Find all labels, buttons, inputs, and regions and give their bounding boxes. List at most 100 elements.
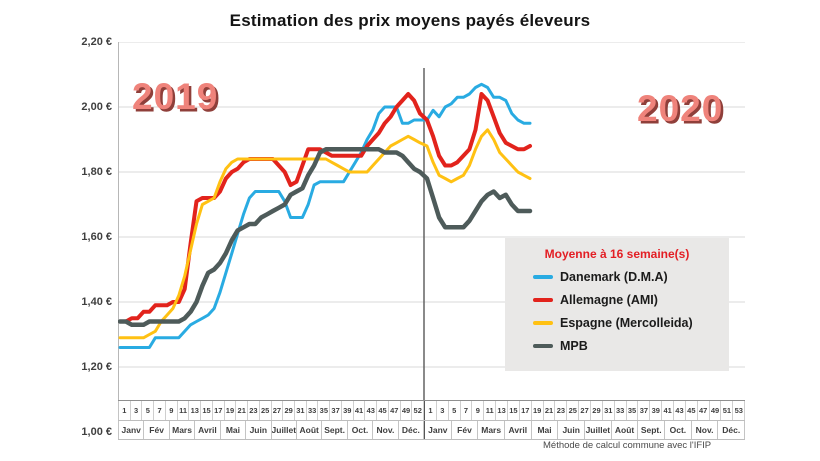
week-label: 1 — [119, 401, 131, 420]
week-label: 11 — [484, 401, 497, 420]
legend: Moyenne à 16 semaine(s) Danemark (D.M.A)… — [505, 238, 729, 371]
week-label: 52 — [412, 401, 425, 420]
week-label: 53 — [733, 401, 746, 420]
year-label-2020: 2020 — [637, 88, 724, 129]
week-label: 47 — [389, 401, 401, 420]
month-label: Mai — [532, 421, 559, 439]
week-label: 37 — [638, 401, 651, 420]
week-label: 49 — [401, 401, 413, 420]
week-label: 7 — [461, 401, 473, 420]
month-label: Nov. — [373, 421, 399, 439]
y-axis-label: 2,00 € — [81, 101, 112, 113]
y-axis-label: 1,80 € — [81, 166, 112, 178]
legend-swatch-icon — [533, 344, 553, 348]
legend-swatch-icon — [533, 275, 553, 279]
week-label: 33 — [307, 401, 319, 420]
plot-area — [118, 42, 745, 400]
months-2019: Janv Fév Mars Avril Mai Juin Juillet Août Sept. O… — [118, 421, 425, 439]
week-label: 29 — [591, 401, 603, 420]
chart-title: Estimation des prix moyens payés éleveur… — [229, 11, 591, 30]
legend-swatch-icon — [533, 298, 553, 302]
week-label: 9 — [166, 401, 178, 420]
week-label: 39 — [650, 401, 663, 420]
week-label: 47 — [698, 401, 710, 420]
month-label: Août — [297, 421, 323, 439]
week-label: 43 — [674, 401, 686, 420]
week-label: 25 — [260, 401, 272, 420]
week-label: 15 — [508, 401, 520, 420]
month-label: Avril — [505, 421, 532, 439]
week-numbers-2020: 1 3 5 7 9 11 13 15 17 19 21 23 25 27 29 31 33 35 37 39 41 43 4… — [424, 401, 746, 420]
month-label: Juin — [246, 421, 272, 439]
week-label: 37 — [330, 401, 342, 420]
week-label: 43 — [365, 401, 378, 420]
series-line-danemark-d-m-a — [118, 82, 532, 349]
week-label: 25 — [567, 401, 580, 420]
month-label: Déc. — [718, 421, 746, 439]
legend-swatch-icon — [533, 321, 553, 325]
week-label: 41 — [354, 401, 366, 420]
legend-item: Danemark (D.M.A) — [533, 270, 729, 284]
x-axis-months: Janv Fév Mars Avril Mai Juin Juillet Août Sept. O… — [118, 420, 746, 440]
week-label: 27 — [579, 401, 592, 420]
week-label: 29 — [283, 401, 296, 420]
week-label: 7 — [154, 401, 166, 420]
week-label: 9 — [472, 401, 485, 420]
week-label: 41 — [662, 401, 675, 420]
week-label: 3 — [131, 401, 143, 420]
legend-item-label: Espagne (Mercolleida) — [560, 316, 693, 330]
month-label: Juillet — [272, 421, 297, 439]
month-label: Déc. — [399, 421, 425, 439]
week-label: 45 — [377, 401, 389, 420]
week-label: 21 — [544, 401, 556, 420]
week-numbers-2019: 1 3 5 7 9 11 13 15 17 19 21 23 25 27 29 31 33 35 37 39 41 43 4… — [118, 401, 425, 420]
week-label: 1 — [425, 401, 437, 420]
month-label: Juin — [558, 421, 586, 439]
week-label: 51 — [721, 401, 734, 420]
y-axis-label: 1,00 € — [81, 426, 112, 438]
y-axis-label: 1,40 € — [81, 296, 112, 308]
month-label: Août — [612, 421, 639, 439]
month-label: Mai — [221, 421, 247, 439]
year-label-2019: 2019 — [132, 76, 219, 117]
week-label: 13 — [189, 401, 202, 420]
month-label: Fév — [144, 421, 170, 439]
week-label: 39 — [342, 401, 354, 420]
month-label: Mars — [170, 421, 196, 439]
legend-item: MPB — [533, 339, 729, 353]
week-label: 5 — [142, 401, 155, 420]
week-label: 3 — [437, 401, 449, 420]
x-axis-week-numbers: 1 3 5 7 9 11 13 15 17 19 21 23 25 27 29 31 33 35 37 39 41 43 4… — [118, 400, 746, 420]
week-label: 15 — [201, 401, 213, 420]
month-label: Avril — [195, 421, 221, 439]
series-line-mpb — [118, 147, 533, 328]
month-label: Oct. — [348, 421, 374, 439]
week-label: 13 — [496, 401, 509, 420]
month-label: Mars — [478, 421, 506, 439]
months-2020: Janv Fév Mars Avril Mai Juin Juillet Août Sept. O… — [424, 421, 746, 439]
week-label: 23 — [248, 401, 260, 420]
month-label: Janv — [425, 421, 452, 439]
y-axis-label: 1,20 € — [81, 361, 112, 373]
legend-item-label: MPB — [560, 339, 588, 353]
week-label: 17 — [213, 401, 225, 420]
week-label: 11 — [178, 401, 190, 420]
legend-item: Espagne (Mercolleida) — [533, 316, 729, 330]
y-axis-label: 2,20 € — [81, 36, 112, 48]
week-label: 17 — [520, 401, 532, 420]
week-label: 45 — [686, 401, 698, 420]
month-label: Nov. — [692, 421, 719, 439]
footer-note: Méthode de calcul commune avec l'IFIP — [543, 440, 712, 451]
legend-item-label: Allemagne (AMI) — [560, 293, 658, 307]
legend-item-label: Danemark (D.M.A) — [560, 270, 668, 284]
legend-title: Moyenne à 16 semaine(s) — [544, 247, 690, 261]
week-label: 31 — [603, 401, 615, 420]
week-label: 23 — [555, 401, 568, 420]
week-label: 27 — [272, 401, 284, 420]
y-axis-label: 1,60 € — [81, 231, 112, 243]
month-label: Sept. — [638, 421, 666, 439]
month-label: Oct. — [665, 421, 692, 439]
week-label: 5 — [449, 401, 461, 420]
month-label: Juillet — [585, 421, 612, 439]
